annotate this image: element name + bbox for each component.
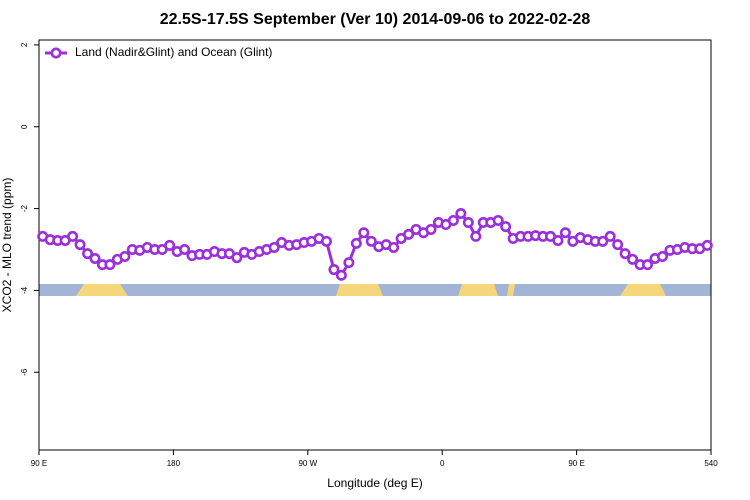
- data-point: [82, 248, 94, 260]
- data-point: [500, 221, 512, 233]
- data-point: [425, 223, 437, 235]
- data-point: [552, 234, 564, 246]
- data-point: [89, 253, 101, 265]
- data-point: [74, 239, 86, 251]
- x-axis-label: Longitude (deg E): [327, 476, 422, 490]
- data-point: [642, 259, 654, 271]
- data-point: [612, 239, 624, 251]
- legend-label: Land (Nadir&Glint) and Ocean (Glint): [75, 45, 272, 59]
- data-point: [403, 228, 415, 240]
- x-tick-label: 0: [440, 459, 445, 468]
- legend-marker: [50, 47, 62, 59]
- data-point: [604, 230, 616, 242]
- data-point: [104, 259, 116, 271]
- data-point: [231, 252, 243, 264]
- x-tick-label: 90 W: [298, 459, 317, 468]
- y-tick-label: -6: [20, 368, 29, 376]
- data-point: [388, 241, 400, 253]
- data-point: [462, 216, 474, 228]
- data-point: [656, 250, 668, 262]
- land-ocean-mask: [39, 284, 711, 296]
- data-point: [268, 241, 280, 253]
- y-tick-label: -4: [20, 286, 29, 294]
- y-tick-label: 2: [20, 42, 29, 47]
- data-point: [492, 214, 504, 226]
- data-point: [343, 257, 355, 269]
- data-point: [320, 235, 332, 247]
- data-point: [447, 214, 459, 226]
- y-tick-label: 0: [20, 124, 29, 129]
- data-point: [119, 250, 131, 262]
- data-point: [470, 230, 482, 242]
- data-point: [335, 269, 347, 281]
- data-point: [455, 207, 467, 219]
- x-tick-label: 540: [704, 459, 718, 468]
- data-point: [701, 239, 713, 251]
- data-point: [67, 230, 79, 242]
- data-point: [164, 239, 176, 251]
- chart-title: 22.5S-17.5S September (Ver 10) 2014-09-0…: [160, 11, 591, 28]
- data-point: [365, 235, 377, 247]
- data-point: [597, 235, 609, 247]
- x-tick-label: 90 E: [31, 459, 47, 468]
- data-point: [350, 237, 362, 249]
- data-point: [627, 253, 639, 265]
- data-point: [358, 227, 370, 239]
- data-point: [559, 227, 571, 239]
- data-point: [179, 244, 191, 256]
- y-tick-label: -2: [20, 204, 29, 212]
- x-tick-label: 90 E: [568, 459, 584, 468]
- x-tick-label: 180: [167, 459, 181, 468]
- data-point: [328, 264, 340, 276]
- y-axis-label: XCO2 - MLO trend (ppm): [0, 178, 14, 313]
- data-point: [619, 248, 631, 260]
